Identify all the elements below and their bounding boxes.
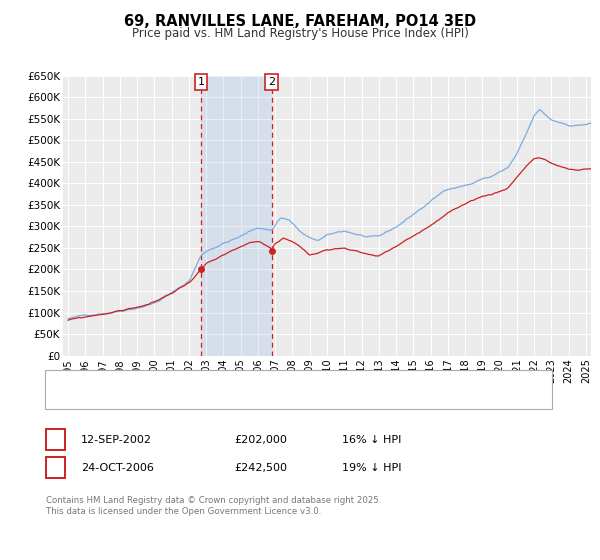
Text: 2: 2 bbox=[268, 77, 275, 87]
Text: 2: 2 bbox=[52, 461, 59, 474]
Text: 19% ↓ HPI: 19% ↓ HPI bbox=[342, 463, 401, 473]
Text: £202,000: £202,000 bbox=[234, 435, 287, 445]
Text: 1: 1 bbox=[52, 433, 59, 446]
Text: HPI: Average price, detached house, Fareham: HPI: Average price, detached house, Fare… bbox=[92, 393, 329, 403]
Bar bbox=[201, 76, 272, 356]
Text: 16% ↓ HPI: 16% ↓ HPI bbox=[342, 435, 401, 445]
Text: Price paid vs. HM Land Registry's House Price Index (HPI): Price paid vs. HM Land Registry's House … bbox=[131, 27, 469, 40]
Text: 24-OCT-2006: 24-OCT-2006 bbox=[81, 463, 154, 473]
Text: £242,500: £242,500 bbox=[234, 463, 287, 473]
Text: 1: 1 bbox=[198, 77, 205, 87]
Text: Contains HM Land Registry data © Crown copyright and database right 2025.
This d: Contains HM Land Registry data © Crown c… bbox=[46, 496, 382, 516]
Text: 69, RANVILLES LANE, FAREHAM, PO14 3ED: 69, RANVILLES LANE, FAREHAM, PO14 3ED bbox=[124, 14, 476, 29]
Text: 12-SEP-2002: 12-SEP-2002 bbox=[81, 435, 152, 445]
Text: 69, RANVILLES LANE, FAREHAM, PO14 3ED (detached house): 69, RANVILLES LANE, FAREHAM, PO14 3ED (d… bbox=[92, 376, 409, 386]
